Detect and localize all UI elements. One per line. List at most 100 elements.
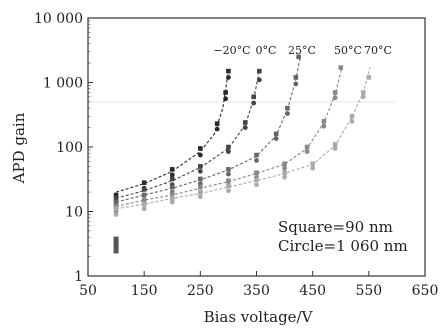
square-marker <box>198 164 203 169</box>
square-marker <box>273 131 279 137</box>
square-marker <box>366 75 372 80</box>
fit-line <box>115 56 301 203</box>
square-marker <box>304 144 310 150</box>
square-marker <box>198 184 203 190</box>
square-marker <box>113 196 119 201</box>
y-axis-ticks: 1 10 100 1 000 10 000 <box>34 11 93 285</box>
y-tick-label: 1 000 <box>43 76 83 92</box>
circle-marker <box>332 146 338 151</box>
circle-marker <box>197 152 203 158</box>
annotation-square: Square=90 nm <box>278 218 393 236</box>
circle-marker <box>197 168 203 174</box>
square-marker <box>226 144 231 150</box>
outlier-marker <box>113 246 119 251</box>
square-marker <box>282 161 287 167</box>
x-tick-label: 650 <box>412 283 439 299</box>
circle-marker <box>214 126 220 132</box>
square-marker <box>169 176 175 182</box>
y-tick-label: 100 <box>56 140 83 156</box>
square-marker <box>169 167 175 172</box>
square-marker <box>285 105 290 111</box>
circle-marker <box>169 199 175 205</box>
square-marker <box>257 68 262 74</box>
series-label: 50°C <box>334 44 362 57</box>
square-marker <box>141 197 147 203</box>
circle-marker <box>226 188 231 194</box>
square-marker <box>349 113 355 119</box>
circle-marker <box>251 100 257 106</box>
square-marker <box>169 196 175 201</box>
square-marker <box>226 167 231 172</box>
circle-marker <box>254 157 259 163</box>
circle-marker <box>226 171 231 177</box>
fit-line <box>116 67 371 210</box>
x-tick-label: 150 <box>131 283 158 299</box>
outlier-marker <box>113 243 119 248</box>
x-tick-label: 250 <box>187 283 214 299</box>
square-marker <box>254 170 259 175</box>
square-marker <box>198 146 203 151</box>
square-marker <box>338 65 344 70</box>
data-markers <box>113 54 372 254</box>
y-axis-title: APD gain <box>10 112 28 184</box>
circle-marker <box>113 212 119 217</box>
fit-line <box>115 70 260 199</box>
circle-marker <box>304 149 310 154</box>
circle-marker <box>242 125 248 130</box>
circle-marker <box>169 172 175 178</box>
square-marker <box>113 192 119 198</box>
square-marker <box>360 90 366 95</box>
circle-marker <box>321 123 327 129</box>
square-marker <box>332 90 338 95</box>
circle-marker <box>141 206 147 212</box>
series-labels: −20°C 0°C 25°C 50°C 70°C <box>213 44 392 57</box>
square-marker <box>214 121 220 126</box>
series-label: 25°C <box>288 44 316 57</box>
y-tick-label: 10 000 <box>34 11 83 27</box>
circle-marker <box>349 118 355 124</box>
square-marker <box>169 191 175 196</box>
outlier-marker <box>113 249 119 254</box>
circle-marker <box>273 136 279 141</box>
circle-marker <box>360 94 366 100</box>
circle-marker <box>223 96 229 102</box>
series-label: 70°C <box>364 44 392 57</box>
square-marker <box>321 119 327 124</box>
circle-marker <box>197 194 203 200</box>
x-axis-title: Bias voltage/V <box>204 308 314 326</box>
square-marker <box>332 142 338 147</box>
square-marker <box>169 184 175 190</box>
circle-marker <box>282 165 287 171</box>
square-marker <box>141 187 147 192</box>
square-marker <box>141 180 147 185</box>
y-tick-label: 10 <box>65 205 83 221</box>
square-marker <box>282 170 287 175</box>
square-marker <box>293 75 299 80</box>
square-marker <box>141 192 147 198</box>
square-marker <box>251 94 256 100</box>
square-marker <box>113 204 119 209</box>
circle-marker <box>282 174 287 180</box>
y-tick-label: 1 <box>74 269 83 285</box>
square-marker <box>254 177 259 183</box>
circle-marker <box>254 182 259 188</box>
square-marker <box>198 189 203 195</box>
x-tick-label: 450 <box>299 283 326 299</box>
square-marker <box>226 178 231 184</box>
square-marker <box>226 183 231 189</box>
square-marker <box>198 176 203 182</box>
circle-marker <box>226 74 231 80</box>
x-tick-label: 550 <box>355 283 382 299</box>
circle-marker <box>256 77 262 83</box>
x-tick-label: 350 <box>243 283 270 299</box>
square-marker <box>113 206 119 212</box>
x-tick-label: 50 <box>79 283 97 299</box>
circle-marker <box>284 111 290 116</box>
square-marker <box>310 161 315 167</box>
square-marker <box>254 152 259 158</box>
circle-marker <box>293 81 299 87</box>
fit-lines <box>115 56 371 210</box>
square-marker <box>226 68 231 74</box>
annotation-circle: Circle=1 060 nm <box>278 237 408 255</box>
